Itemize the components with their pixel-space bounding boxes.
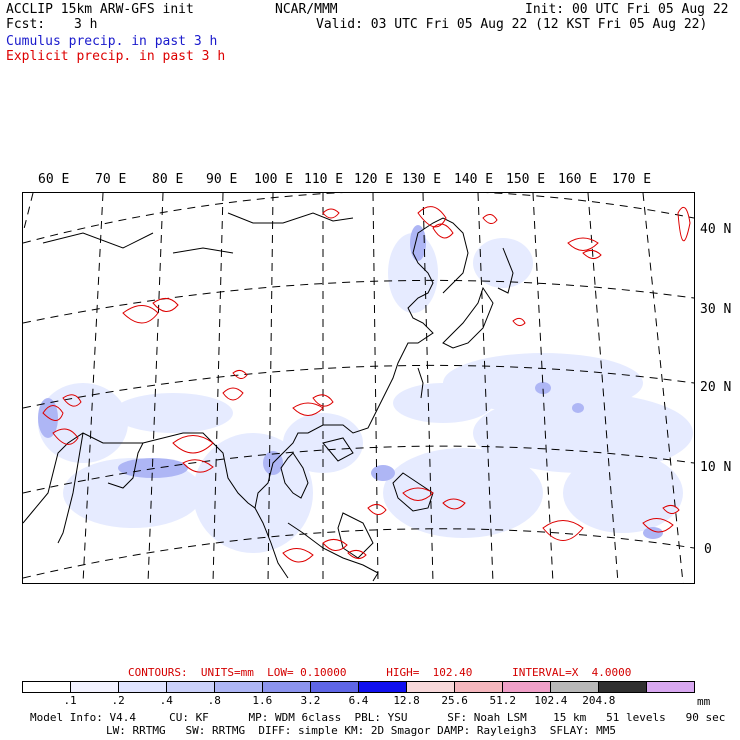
moderate-precip-shading xyxy=(38,225,663,539)
longitude-label: 70 E xyxy=(95,172,127,187)
colorbar-unit: mm xyxy=(697,695,711,708)
longitude-label: 80 E xyxy=(152,172,184,187)
colorbar-bin xyxy=(23,682,71,692)
colorbar-bin xyxy=(359,682,407,692)
precipitation-map xyxy=(22,192,695,584)
center-label: NCAR/MMM xyxy=(275,2,338,17)
colorbar-tick: .2 xyxy=(111,694,125,707)
colorbar-bin xyxy=(503,682,551,692)
colorbar-tick: 25.6 xyxy=(441,694,468,707)
explicit-precip-contours xyxy=(42,206,691,563)
latitude-labels: 40 N 30 N 20 N 10 N 0 xyxy=(698,192,740,584)
colorbar-tick: 12.8 xyxy=(393,694,420,707)
longitude-label: 160 E xyxy=(558,172,598,187)
colorbar-tick: 204.8 xyxy=(582,694,616,707)
colorbar-tick: 51.2 xyxy=(489,694,516,707)
colorbar-tick: .8 xyxy=(207,694,221,707)
precip-colorbar xyxy=(22,681,695,693)
forecast-value: 3 h xyxy=(74,17,98,32)
colorbar-tick: .4 xyxy=(159,694,173,707)
colorbar-bin xyxy=(551,682,599,692)
forecast-label: Fcst: xyxy=(6,17,46,32)
longitude-label: 170 E xyxy=(612,172,652,187)
colorbar-tick: 3.2 xyxy=(300,694,321,707)
model-info-line2: LW: RRTMG SW: RRTMG DIFF: simple KM: 2D … xyxy=(106,724,616,737)
longitude-label: 60 E xyxy=(38,172,70,187)
colorbar-tick: 1.6 xyxy=(252,694,273,707)
colorbar-bin xyxy=(167,682,215,692)
colorbar-bin xyxy=(263,682,311,692)
longitude-label: 120 E xyxy=(354,172,394,187)
colorbar-bin xyxy=(455,682,503,692)
colorbar-bin xyxy=(71,682,119,692)
latitude-label: 30 N xyxy=(700,302,732,317)
colorbar-bin xyxy=(119,682,167,692)
latitude-label: 40 N xyxy=(700,222,732,237)
legend-cumulus: Cumulus precip. in past 3 h xyxy=(6,34,218,49)
plot-title: ACCLIP 15km ARW-GFS init xyxy=(6,2,194,17)
colorbar-bin xyxy=(647,682,694,692)
longitude-label: 100 E xyxy=(254,172,294,187)
colorbar-bin xyxy=(311,682,359,692)
colorbar-tick: .1 xyxy=(63,694,77,707)
colorbar-tick: 102.4 xyxy=(534,694,568,707)
lat-lon-grid xyxy=(23,193,694,583)
colorbar-tick: 6.4 xyxy=(348,694,369,707)
longitude-label: 90 E xyxy=(206,172,238,187)
latitude-label: 20 N xyxy=(700,380,732,395)
colorbar-bin xyxy=(599,682,647,692)
longitude-label: 130 E xyxy=(402,172,442,187)
longitude-label: 140 E xyxy=(454,172,494,187)
longitude-labels: 60 E 70 E 80 E 90 E 100 E 110 E 120 E 130 E 140 … xyxy=(0,172,740,188)
legend-explicit: Explicit precip. in past 3 h xyxy=(6,49,226,64)
colorbar-bin xyxy=(407,682,455,692)
colorbar-ticks: .1 .2 .4 .8 1.6 3.2 6.4 12.8 25.6 51.2 102.4 204.8 xyxy=(22,694,695,707)
latitude-label: 10 N xyxy=(700,460,732,475)
contours-info: CONTOURS: UNITS=mm LOW= 0.10000 HIGH= 10… xyxy=(128,666,632,679)
colorbar-bin xyxy=(215,682,263,692)
model-info-line1: Model Info: V4.4 CU: KF MP: WDM 6class P… xyxy=(30,711,726,724)
longitude-label: 110 E xyxy=(304,172,344,187)
init-time: Init: 00 UTC Fri 05 Aug 22 xyxy=(525,2,729,17)
latitude-label: 0 xyxy=(704,542,712,557)
valid-time: Valid: 03 UTC Fri 05 Aug 22 (12 KST Fri … xyxy=(316,17,708,32)
longitude-label: 150 E xyxy=(506,172,546,187)
